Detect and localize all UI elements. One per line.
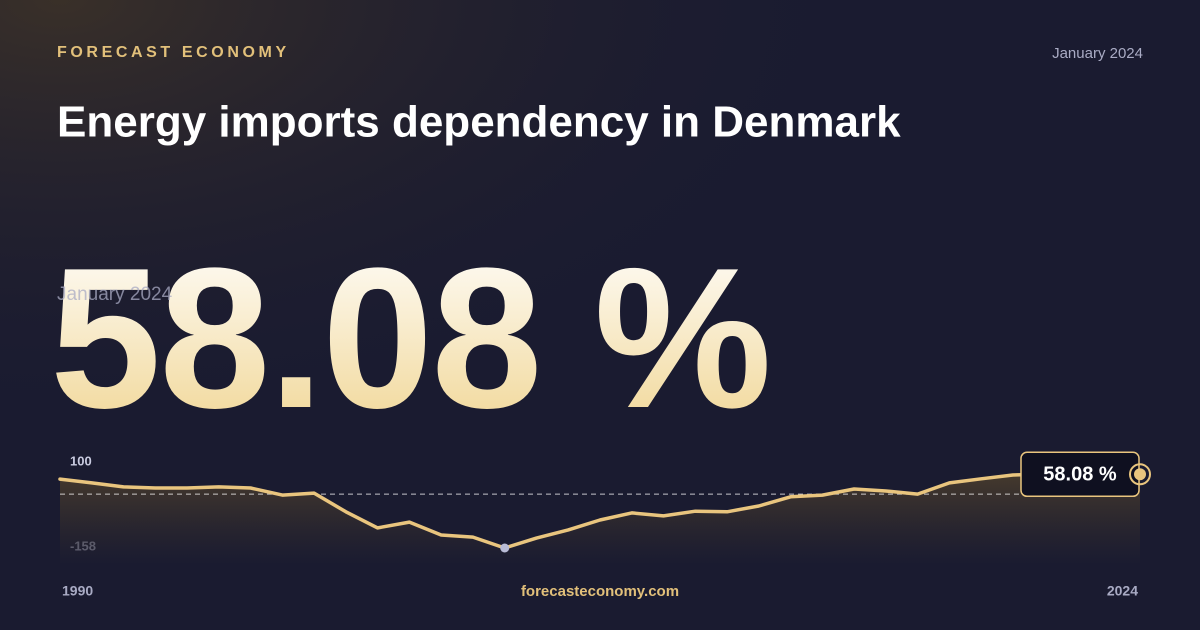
x-tick-label: 2024 <box>1107 583 1138 599</box>
y-tick-label: 100 <box>70 453 92 468</box>
area <box>60 474 1140 565</box>
brand: FORECAST ECONOMY <box>57 44 290 61</box>
headline-date: January 2024 <box>57 284 173 305</box>
min-point <box>500 543 510 553</box>
x-tick-label: 1990 <box>62 583 93 599</box>
headline-value: 58.08 % <box>50 227 770 450</box>
last-point-ring <box>1129 463 1151 486</box>
callout-label: 58.08 % <box>1043 464 1117 486</box>
line <box>58 472 1142 550</box>
date: January 2024 <box>1052 45 1143 62</box>
title: Energy imports dependency in Denmark <box>57 98 901 147</box>
footer: forecasteconomy.com <box>521 583 679 600</box>
last-point <box>1134 468 1146 481</box>
